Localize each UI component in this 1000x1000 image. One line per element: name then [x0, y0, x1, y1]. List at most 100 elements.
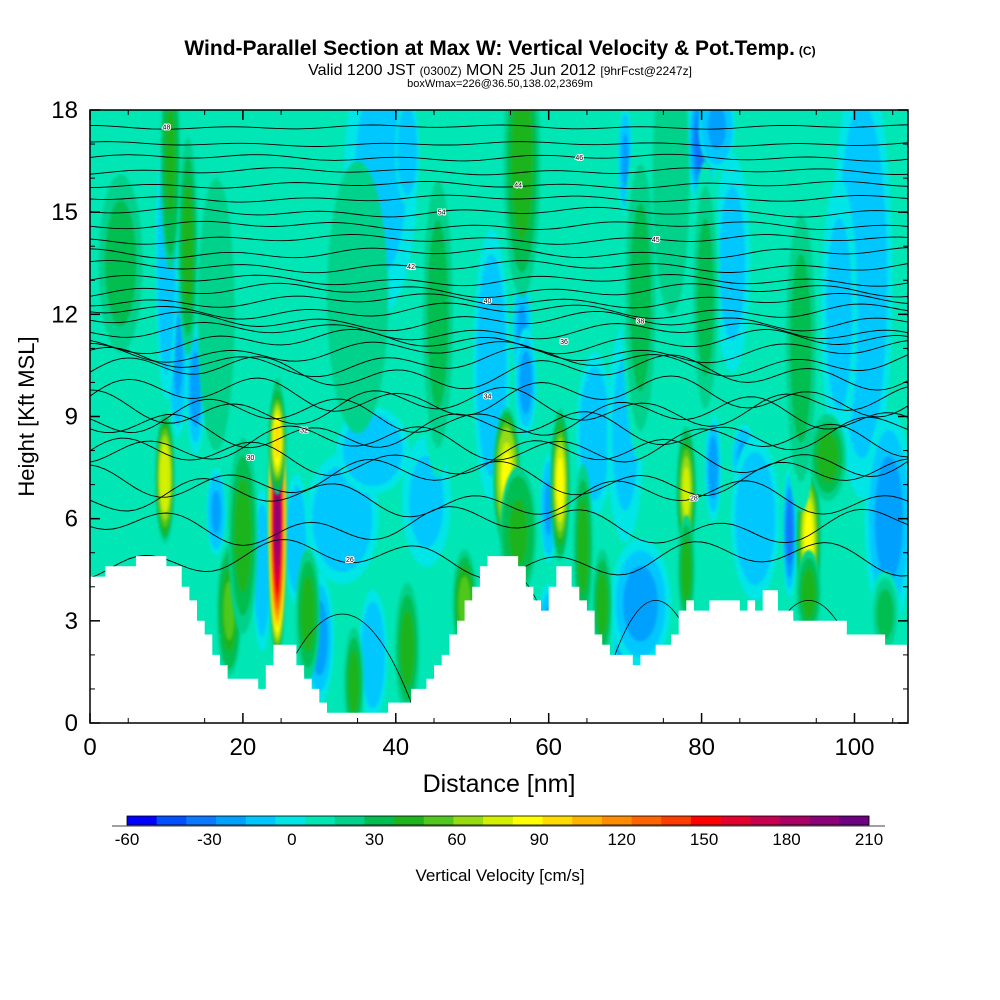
isentrope-label: 54 — [438, 210, 446, 217]
y-tick-label: 12 — [51, 301, 78, 328]
isentrope-line — [90, 310, 908, 332]
isentrope-label: 42 — [407, 264, 415, 271]
downdraft-level — [256, 522, 268, 617]
isentrope-label: 30 — [247, 455, 255, 462]
updraft-cell — [93, 154, 148, 373]
updraft-cell — [395, 582, 420, 714]
x-tick-label: 20 — [230, 734, 257, 761]
colorbar-swatch — [483, 816, 514, 825]
colorbar-swatch — [216, 816, 247, 825]
colorbar-swatch — [305, 816, 336, 825]
updraft-level — [511, 110, 533, 240]
downdraft-level — [211, 490, 222, 534]
x-tick-label: 40 — [382, 734, 409, 761]
x-tick-label: 100 — [834, 734, 874, 761]
colorbar-swatch — [631, 816, 662, 825]
colorbar-tick-label: -60 — [115, 830, 140, 849]
updraft-level — [400, 610, 415, 686]
isentrope-line — [90, 153, 908, 162]
isentrope-line — [90, 206, 908, 218]
colorbar-swatch — [245, 816, 276, 825]
updraft-cell — [573, 464, 593, 628]
colorbar-swatch — [423, 816, 454, 825]
updraft-cell — [622, 133, 659, 461]
isentrope-line — [90, 260, 908, 274]
downdraft-cell — [358, 589, 388, 721]
colorbar-swatch — [275, 816, 306, 825]
updraft-level — [508, 499, 528, 565]
isentrope-line — [90, 180, 908, 189]
updraft-level — [274, 484, 280, 554]
downdraft-level — [400, 119, 415, 183]
isentrope-label: 32 — [300, 428, 308, 435]
downdraft-cell — [864, 409, 908, 628]
isentrope-line — [90, 346, 908, 378]
colorbar-tick-label: 90 — [530, 830, 549, 849]
chart-box-wmax: boxWmax=226@36.50,138.02,2369m — [407, 78, 593, 90]
updraft-level — [165, 110, 176, 216]
isentrope-line — [90, 292, 908, 309]
isentrope-line — [90, 234, 908, 245]
updraft-level — [427, 219, 449, 409]
downdraft-level — [321, 480, 364, 557]
updraft-level — [161, 453, 169, 503]
updraft-level — [790, 254, 812, 443]
downdraft-level — [364, 617, 382, 693]
terrain-shape — [90, 556, 908, 723]
y-tick-label: 0 — [65, 710, 78, 737]
updraft-level — [556, 457, 564, 512]
colorbar-swatch — [601, 816, 632, 825]
updraft-level — [629, 202, 652, 392]
updraft-cell — [160, 110, 181, 271]
updraft-cell — [295, 548, 321, 680]
colorbar-swatch — [453, 816, 484, 825]
colorbar-swatch — [750, 816, 781, 825]
updraft-cell — [550, 408, 570, 561]
downdraft-level — [874, 455, 904, 582]
colorbar-tick-label: 150 — [690, 830, 718, 849]
chart-subtitle: Valid 1200 JST (0300Z) MON 25 Jun 2012 [… — [308, 62, 692, 79]
y-axis-label: Height [Kft MSL] — [14, 336, 39, 496]
updraft-cell — [268, 385, 286, 495]
updraft-level — [348, 650, 360, 714]
isentrope-line — [90, 302, 908, 320]
y-tick-label: 15 — [51, 199, 78, 226]
downdraft-level — [409, 455, 444, 548]
colorbar-tick-label: 210 — [855, 830, 883, 849]
y-tick-label: 9 — [65, 404, 78, 431]
updraft-level — [335, 200, 380, 394]
y-tick-label: 3 — [65, 608, 78, 635]
isentrope-label: 48 — [163, 125, 171, 132]
downdraft-level — [740, 471, 770, 566]
downdraft-cell — [704, 413, 722, 523]
isentrope-label: 44 — [514, 182, 522, 189]
updraft-level — [234, 479, 252, 593]
updraft-cell — [419, 150, 457, 478]
updraft-level — [876, 588, 894, 640]
downdraft-level — [519, 350, 533, 414]
isentrope-label: 26 — [346, 557, 354, 564]
colorbar-swatch — [186, 816, 217, 825]
updraft-cell — [503, 110, 541, 298]
isentrope-label: 40 — [484, 298, 492, 305]
updraft-level — [105, 200, 137, 327]
x-tick-label: 80 — [688, 734, 715, 761]
downdraft-level — [480, 286, 502, 445]
downdraft-level — [622, 566, 659, 642]
colorbar-swatch — [661, 816, 692, 825]
downdraft-level — [708, 436, 718, 500]
downdraft-level — [621, 133, 629, 189]
x-axis-label: Distance [nm] — [423, 770, 576, 798]
updraft-cell — [782, 184, 820, 512]
isentrope-line — [90, 458, 908, 498]
updraft-cell — [228, 437, 258, 634]
isentrope-line — [90, 328, 908, 355]
downdraft-level — [719, 186, 746, 341]
colorbar-swatch — [690, 816, 721, 825]
isentrope-line — [90, 386, 908, 427]
colorbar-tick-label: -30 — [197, 830, 222, 849]
downdraft-cell — [395, 110, 420, 206]
colorbar-swatch — [542, 816, 573, 825]
potential-temperature-contours: 36 38 40 42 45 54 44 46 48 34 32 30 28 26 — [90, 124, 908, 723]
updraft-cell — [343, 627, 364, 723]
